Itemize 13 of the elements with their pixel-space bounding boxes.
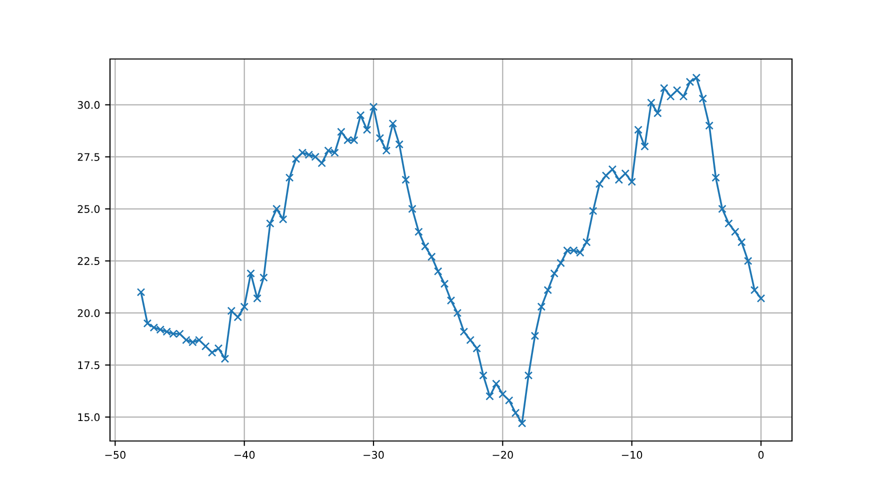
x-tick-label: −50 xyxy=(105,450,126,459)
x-tick-label: −30 xyxy=(364,450,384,459)
y-tick-label: 22.5 xyxy=(78,257,100,266)
y-tick-label: 27.5 xyxy=(78,153,100,161)
y-tick-label: 17.5 xyxy=(78,361,100,370)
y-tick-label: 15.0 xyxy=(78,413,100,422)
x-tick-label: −20 xyxy=(492,450,513,459)
y-tick-label: 25.0 xyxy=(78,205,100,213)
x-tick-label: −40 xyxy=(234,450,255,459)
y-tick-label: 30.0 xyxy=(78,101,100,109)
x-tick-label: 0 xyxy=(758,450,764,459)
x-tick-label: −10 xyxy=(622,450,642,459)
y-tick-label: 20.0 xyxy=(78,309,100,318)
